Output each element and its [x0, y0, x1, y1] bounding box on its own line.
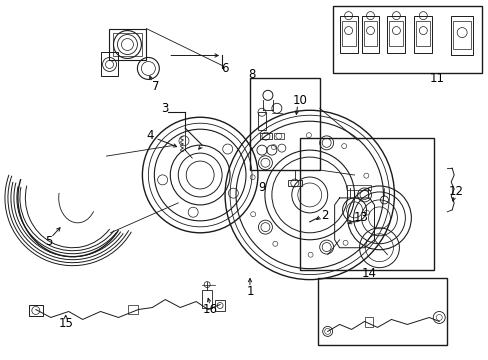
Bar [388, 21, 403, 45]
Bar [341, 21, 355, 45]
Bar [202, 289, 212, 307]
Bar [249, 78, 319, 170]
Bar [215, 300, 224, 311]
Bar [413, 15, 431, 54]
Bar [317, 278, 447, 345]
Bar [364, 318, 372, 328]
Bar [452, 21, 470, 49]
Bar [346, 185, 370, 190]
Text: 10: 10 [292, 94, 306, 107]
Bar [363, 21, 377, 45]
Text: 12: 12 [448, 185, 463, 198]
Bar [386, 15, 405, 54]
Text: 9: 9 [258, 181, 265, 194]
Bar [287, 180, 301, 186]
Text: 15: 15 [58, 317, 73, 330]
Bar [361, 15, 379, 54]
Bar [299, 138, 433, 270]
Bar [339, 15, 357, 54]
Text: 14: 14 [361, 267, 376, 280]
Text: 7: 7 [151, 80, 159, 93]
Text: 3: 3 [162, 102, 169, 115]
Bar [332, 6, 481, 73]
Bar [258, 112, 265, 130]
Text: 16: 16 [202, 303, 217, 316]
Text: 6: 6 [221, 62, 228, 75]
Bar [260, 133, 271, 139]
Text: 5: 5 [45, 235, 52, 248]
Bar [415, 21, 429, 45]
Text: 4: 4 [146, 129, 154, 142]
Bar [128, 305, 138, 315]
Text: 13: 13 [353, 211, 368, 224]
Bar [450, 15, 472, 55]
Text: 2: 2 [320, 210, 328, 222]
Text: 1: 1 [246, 285, 253, 298]
Bar [108, 28, 146, 60]
Text: 11: 11 [429, 72, 444, 85]
Bar [112, 32, 142, 57]
Bar [101, 53, 118, 76]
Bar [29, 305, 42, 316]
Bar [273, 133, 283, 139]
Text: 8: 8 [248, 68, 255, 81]
